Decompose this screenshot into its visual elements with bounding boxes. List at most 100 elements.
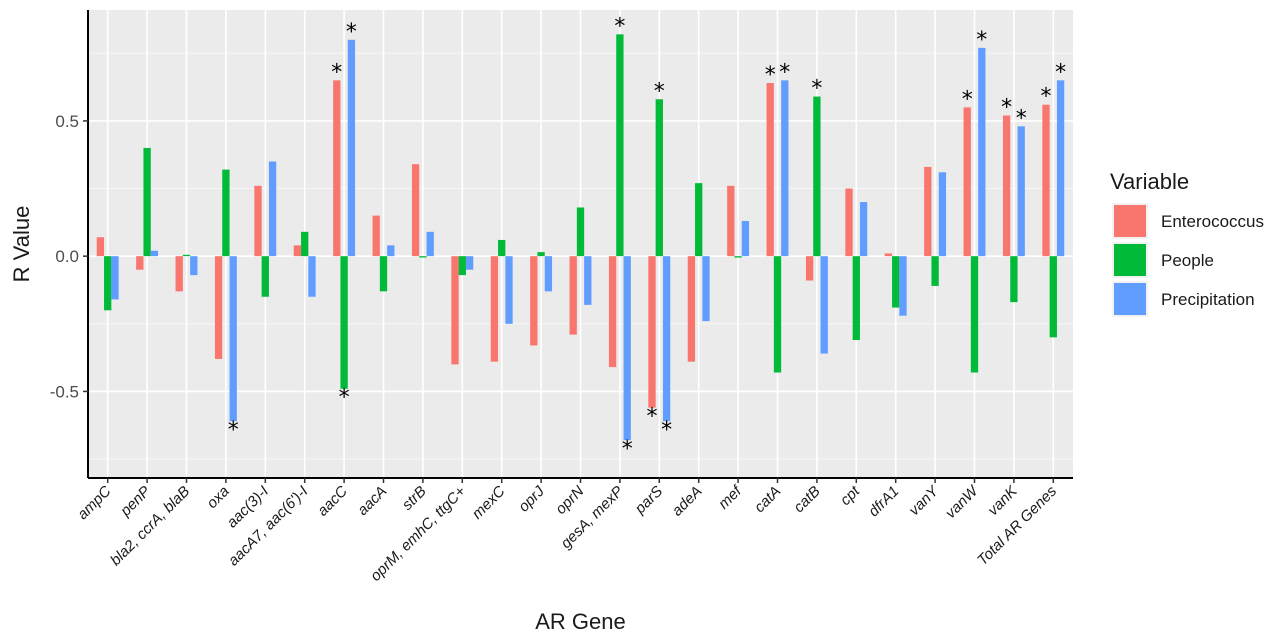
bar [136,256,144,270]
bar [773,256,782,373]
bar [727,185,735,257]
bar [924,166,932,257]
bar [426,231,434,257]
bar [419,256,427,258]
bar [623,256,631,441]
significance-star: * [614,14,625,39]
bar [261,256,269,297]
legend-swatch [1114,244,1146,276]
x-tick-label: oprN [552,483,587,518]
significance-star: * [962,87,973,112]
y-tick-label: 0.5 [55,112,79,131]
bar [569,256,577,335]
y-tick-label: -0.5 [50,382,79,401]
x-tick-label: catA [751,483,784,516]
x-tick-label: aacC [314,483,351,520]
bar [175,256,183,292]
significance-star: * [622,437,633,462]
legend-label: Precipitation [1161,290,1255,309]
bar [734,256,742,258]
bar [781,80,789,257]
bar [411,164,420,257]
x-tick-label: oxa [204,483,233,512]
bar [662,256,671,422]
bar [379,256,388,292]
bar [490,256,499,362]
significance-star: * [661,418,672,443]
bar [222,169,230,257]
bar [938,172,947,257]
bar [1056,80,1065,257]
legend-swatch [1114,205,1146,237]
legend: Variable Enterococcus People Precipitation [1110,169,1264,317]
bar [970,256,979,373]
bar [584,256,592,305]
legend-label: Enterococcus [1161,212,1264,231]
bar [805,256,814,281]
bar [537,252,545,257]
bar [505,256,513,324]
x-tick-label: strB [399,483,430,514]
x-tick-label: vanY [906,482,943,519]
bar [143,147,151,257]
bar [820,256,828,354]
bar [308,256,316,297]
bar [978,47,986,257]
legend-title: Variable [1110,169,1189,194]
y-tick-labels: -0.5 0.0 0.5 [50,112,79,402]
bar [301,231,309,257]
significance-star: * [647,405,658,430]
legend-swatch [1114,283,1146,315]
bar [884,253,893,257]
bar [616,34,624,257]
y-axis-title: R Value [9,206,34,283]
significance-star: * [228,418,239,443]
significance-star: * [1041,85,1052,110]
bar [608,256,617,368]
bar [498,239,506,257]
bar [702,256,710,322]
bar [190,256,198,276]
x-tick-label: catB [790,483,823,516]
bar [766,83,774,257]
bar [845,188,853,257]
bar [963,107,971,257]
bar [852,256,860,341]
significance-star: * [1055,60,1066,85]
y-tick-label: 0.0 [55,247,79,266]
x-tick-label: vanW [942,482,982,522]
x-tick-label: mef [715,482,746,513]
x-tick-label: aacA [354,483,390,519]
x-tick-label: parS [631,483,666,518]
bar [576,207,585,257]
bar [387,245,395,257]
legend-label: People [1161,251,1214,270]
bar [1049,256,1057,338]
bar [150,250,159,257]
bar [458,256,466,276]
bar [695,183,703,257]
significance-star: * [331,60,342,85]
significance-star: * [811,77,822,102]
bar [465,256,474,270]
significance-star: * [339,386,350,411]
x-axis-title: AR Gene [535,609,626,634]
significance-star: * [346,20,357,45]
significance-star: * [1001,96,1012,121]
bar [96,237,105,257]
bar [214,256,223,359]
x-tick-label: cpt [837,482,864,509]
x-tick-label: ampC [74,483,114,523]
bar [687,256,696,362]
bar [813,96,821,257]
bar [111,256,119,300]
x-tick-label: mexC [469,483,509,523]
x-tick-label: oprJ [515,482,548,515]
bar [931,256,939,286]
significance-star: * [1016,106,1027,131]
bar [741,221,750,257]
bar [333,80,341,257]
axes [83,10,1073,483]
bar [451,256,459,365]
